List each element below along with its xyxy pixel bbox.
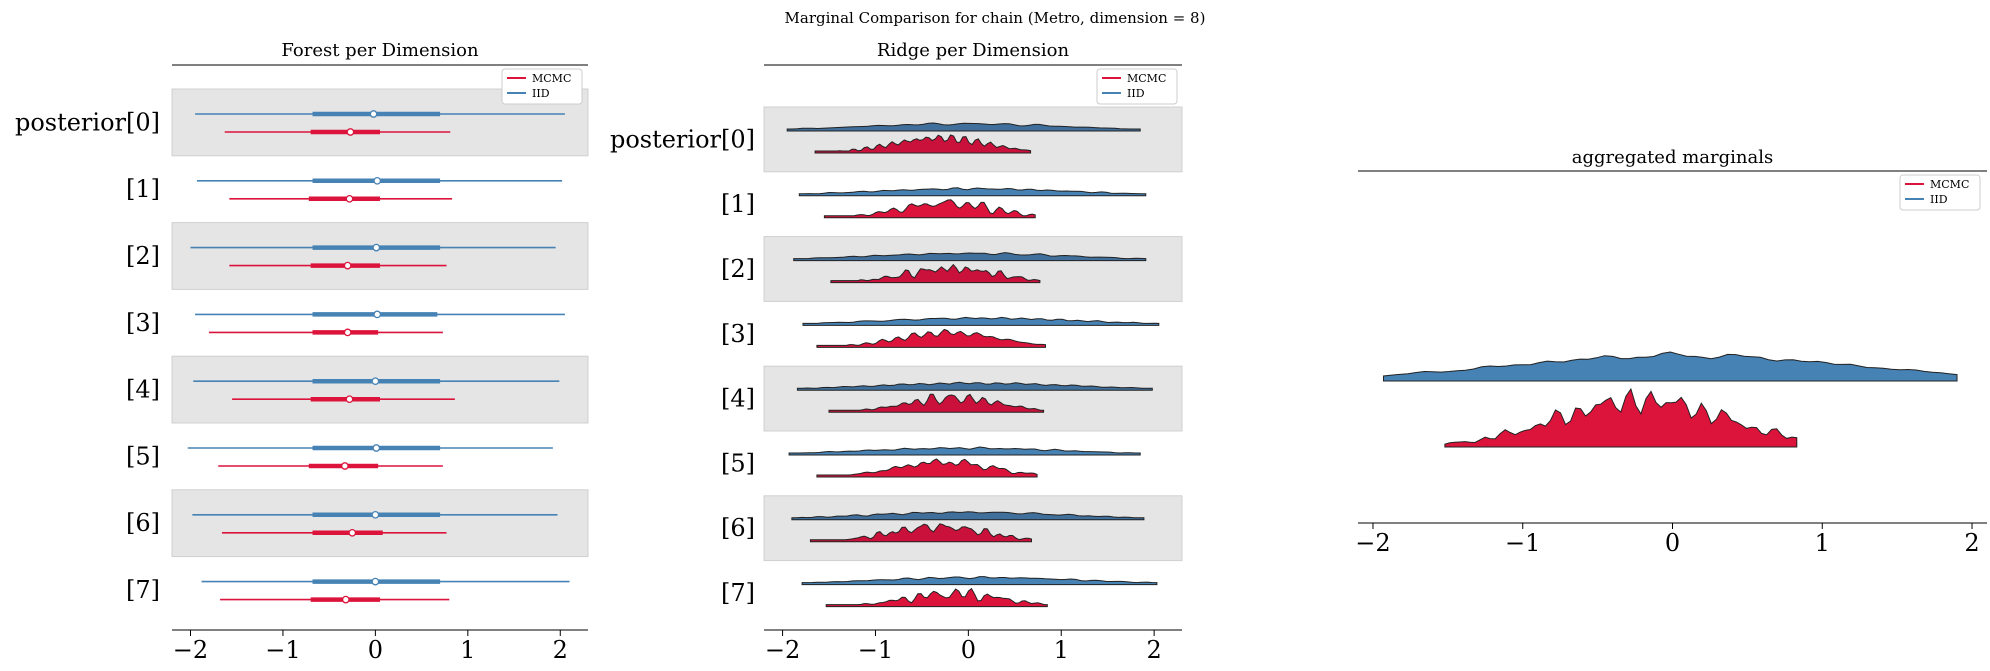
mcmc-ridge — [1444, 387, 1798, 448]
row-band — [763, 106, 1183, 173]
row-label: posterior[0] — [610, 125, 755, 153]
row-label: [4] — [126, 376, 160, 404]
legend-mcmc-label: MCMC — [1127, 72, 1166, 85]
x-tick-label: −2 — [765, 636, 800, 664]
median-point — [348, 528, 357, 537]
x-tick-label: 1 — [1815, 529, 1830, 557]
x-tick-label: 2 — [553, 636, 568, 664]
iid-ridge — [796, 381, 1153, 391]
median-point — [345, 395, 354, 404]
aggregated-title: aggregated marginals — [1572, 147, 1773, 168]
median-point — [371, 510, 380, 519]
x-tick-label: 0 — [961, 636, 976, 664]
median-point — [373, 310, 382, 319]
legend-iid-label: IID — [1930, 193, 1948, 206]
mcmc-ridge — [809, 523, 1033, 543]
mcmc-ridge — [816, 328, 1047, 348]
median-point — [345, 194, 354, 203]
median-point — [346, 128, 355, 136]
row-band — [763, 495, 1183, 562]
x-tick-label: 0 — [368, 636, 383, 664]
x-tick-label: −1 — [858, 636, 893, 664]
aggregated-legend: MCMC IID — [1899, 174, 1981, 211]
median-point — [372, 444, 381, 452]
row-band — [171, 222, 589, 290]
row-band — [171, 489, 589, 558]
iid-ridge — [801, 576, 1158, 586]
x-tick-label: 1 — [460, 636, 475, 664]
row-label: [7] — [126, 576, 160, 604]
row-label: [6] — [721, 514, 755, 542]
legend-iid-label: IID — [1127, 87, 1145, 100]
row-band — [763, 236, 1183, 302]
legend-iid-label: IID — [532, 87, 550, 100]
row-label: [2] — [721, 255, 755, 283]
forest-legend: MCMC IID — [501, 68, 583, 105]
x-tick-label: −2 — [1355, 529, 1390, 557]
median-point — [341, 462, 349, 470]
iid-ridge — [788, 446, 1141, 456]
row-band — [171, 355, 589, 424]
x-tick-label: −2 — [173, 636, 208, 664]
forest-title: Forest per Dimension — [281, 40, 479, 61]
iid-ridge — [791, 511, 1145, 521]
row-label: [6] — [126, 509, 160, 537]
x-tick-label: 0 — [1665, 529, 1680, 557]
x-tick-label: 2 — [1146, 636, 1161, 664]
row-label: [5] — [126, 442, 160, 470]
x-tick-label: 2 — [1964, 529, 1979, 557]
row-label: [2] — [126, 242, 160, 270]
ridge-legend: MCMC IID — [1096, 68, 1178, 105]
row-label: [1] — [721, 190, 755, 218]
row-label: [4] — [721, 385, 755, 413]
x-tick-label: −1 — [265, 636, 300, 664]
iid-ridge — [1382, 351, 1958, 382]
median-point — [343, 261, 352, 270]
median-point — [371, 577, 380, 586]
row-label: [7] — [721, 579, 755, 607]
iid-ridge — [798, 187, 1147, 197]
median-point — [371, 377, 380, 386]
mcmc-ridge — [816, 458, 1038, 478]
aggregated-panel: aggregated marginals MCMC IID −2 −1 0 1 2 — [1355, 147, 1987, 557]
median-point — [373, 176, 382, 185]
row-label: [3] — [721, 320, 755, 348]
iid-ridge — [802, 316, 1160, 326]
mcmc-ridge — [823, 199, 1036, 219]
x-tick-label: 1 — [1054, 636, 1069, 664]
figure-suptitle: Marginal Comparison for chain (Metro, di… — [785, 9, 1206, 27]
iid-ridge — [786, 122, 1141, 132]
median-point — [369, 110, 378, 118]
mcmc-ridge — [814, 134, 1032, 154]
median-point — [341, 595, 350, 604]
median-point — [372, 243, 381, 252]
iid-ridge — [793, 252, 1147, 262]
x-tick-label: −1 — [1505, 529, 1540, 557]
median-point — [343, 328, 352, 337]
ridge-title: Ridge per Dimension — [877, 40, 1070, 61]
forest-panel: Forest per Dimension posterior[0] [1] [2] [3… — [15, 40, 589, 664]
row-label: posterior[0] — [15, 108, 160, 136]
mcmc-ridge — [830, 263, 1041, 284]
mcmc-ridge — [828, 393, 1045, 413]
row-label: [5] — [721, 449, 755, 477]
row-label: [3] — [126, 309, 160, 337]
legend-mcmc-label: MCMC — [532, 72, 571, 85]
legend-mcmc-label: MCMC — [1930, 178, 1969, 191]
ridge-panel: Ridge per Dimension posterior[0] [1] [2] [3]… — [610, 40, 1183, 664]
row-label: [1] — [126, 175, 160, 203]
mcmc-ridge — [825, 587, 1048, 608]
